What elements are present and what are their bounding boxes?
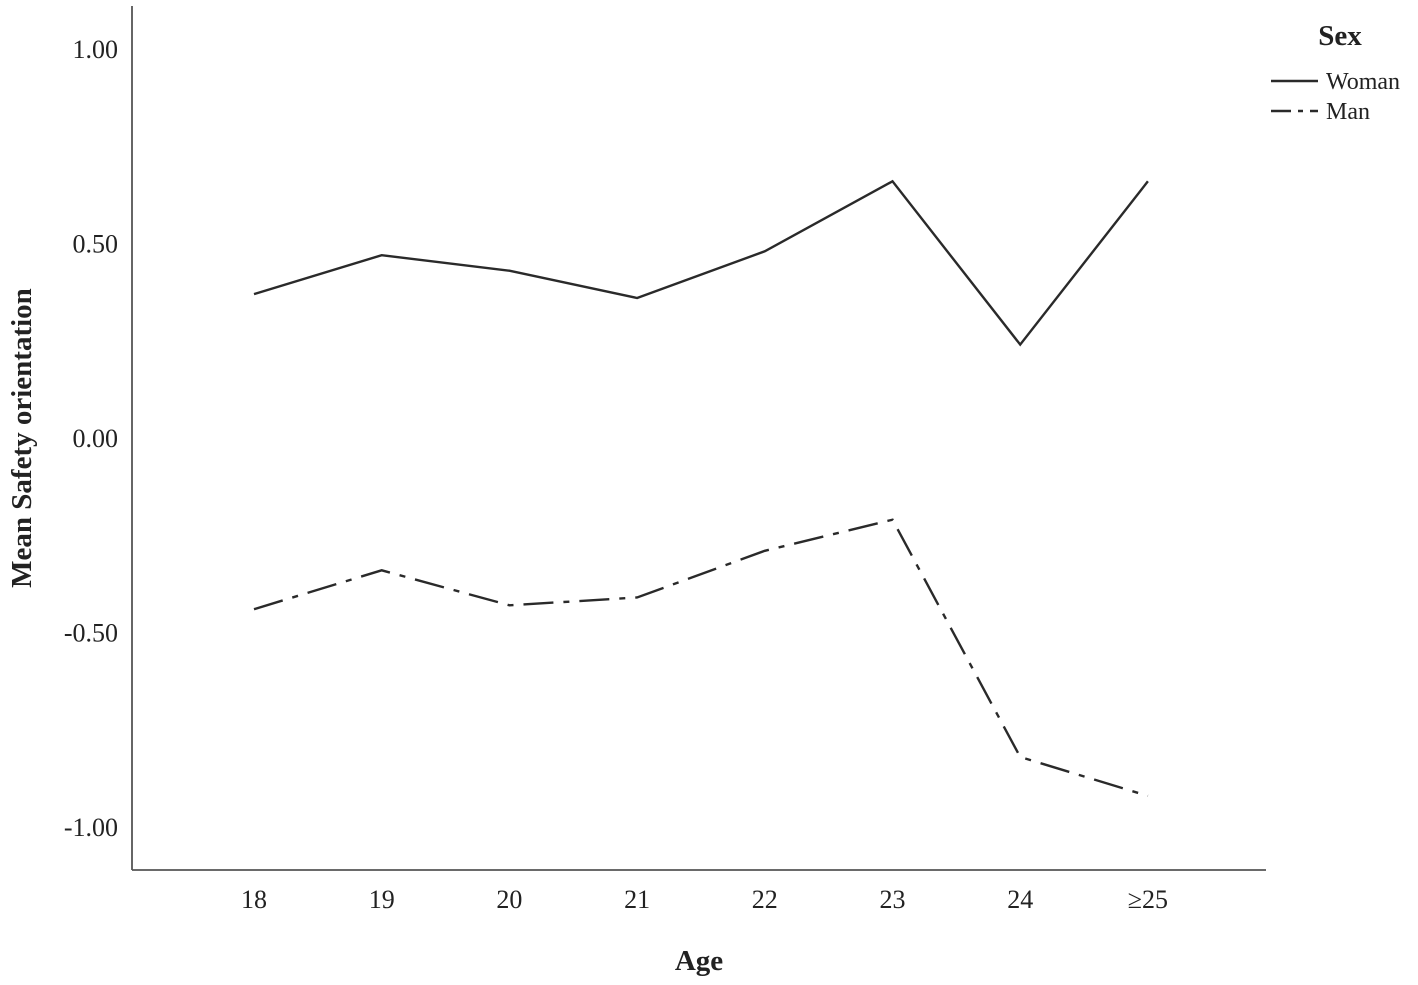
x-tick-label: 21	[624, 885, 650, 914]
x-axis-title: Age	[675, 945, 723, 977]
x-tick-label: 19	[369, 885, 395, 914]
y-tick-label: 1.00	[73, 35, 119, 64]
legend-items: Woman Man	[1271, 69, 1400, 125]
x-tick-label: ≥25	[1128, 885, 1168, 914]
x-tick-label: 24	[1007, 885, 1033, 914]
y-tick-label: 0.50	[73, 230, 119, 259]
legend: Sex Woman Man	[1271, 20, 1400, 125]
y-tick-labels: 1.00 0.50 0.00 -0.50 -1.00	[64, 35, 118, 842]
series-line-woman	[253, 179, 1149, 347]
y-tick-label: 0.00	[73, 424, 119, 453]
y-tick-label: -1.00	[64, 813, 118, 842]
axes	[131, 6, 1266, 871]
x-tick-label: 18	[241, 885, 267, 914]
x-tick-label: 22	[752, 885, 778, 914]
x-tick-labels: 18 19 20 21 22 23 24 ≥25	[241, 885, 1168, 914]
x-tick-label: 20	[496, 885, 522, 914]
legend-title: Sex	[1318, 20, 1362, 52]
series-lines	[253, 179, 1149, 798]
legend-label-woman: Woman	[1326, 69, 1400, 95]
y-axis-title: Mean Safety orientation	[6, 288, 38, 588]
x-tick-label: 23	[880, 885, 906, 914]
series-line-man	[253, 518, 1149, 798]
y-tick-label: -0.50	[64, 619, 118, 648]
legend-label-man: Man	[1326, 99, 1370, 125]
